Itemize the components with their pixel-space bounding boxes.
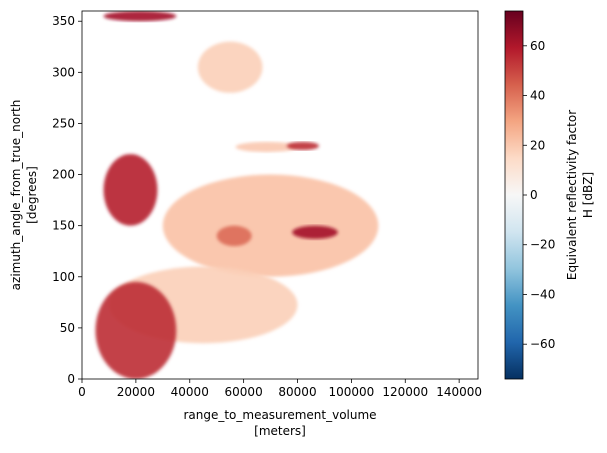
colorbar-label-line2: H [dBZ] [581,172,595,218]
y-tick-label: 0 [67,372,75,386]
x-tick-label: 0 [78,385,86,399]
x-axis: 0 20000 40000 60000 80000 100000 120000 140000 [78,379,482,399]
echo-region-7 [216,225,252,247]
x-tick-label: 100000 [328,385,374,399]
y-axis-label: azimuth_angle_from_true_north [9,100,23,291]
x-tick-label: 40000 [171,385,209,399]
echo-region-6 [162,174,379,277]
echo-region-10 [95,281,177,379]
y-tick-label: 200 [52,168,75,182]
colorbar-tick-label: −60 [530,337,555,351]
y-axis: 0 50 100 150 200 250 300 350 [52,14,82,386]
y-axis-unit: [degrees] [25,166,39,224]
colorbar-tick-label: −40 [530,287,555,301]
plot-frame [81,10,479,380]
colorbar-tick-label: −20 [530,238,555,252]
colorbar-axis: 60 40 20 0 −20 −40 −60 [523,39,555,351]
x-axis-unit: [meters] [254,424,306,438]
x-tick-label: 140000 [436,385,482,399]
echo-region-2 [197,41,263,93]
echo-region-1 [103,11,177,22]
reflectivity-field [95,11,379,379]
y-tick-label: 50 [60,321,75,335]
colorbar-label-line1: Equivalent reflectivity factor [565,110,579,280]
x-tick-label: 20000 [117,385,155,399]
y-tick-label: 350 [52,14,75,28]
x-tick-label: 80000 [278,385,316,399]
colorbar-tick-label: 0 [530,188,538,202]
echo-region-4 [286,141,320,151]
x-tick-label: 60000 [225,385,263,399]
echo-region-5 [103,154,158,226]
y-tick-label: 300 [52,65,75,79]
x-axis-label: range_to_measurement_volume [183,408,376,422]
echo-region-3 [235,141,298,153]
y-tick-label: 150 [52,219,75,233]
colorbar-tick-label: 20 [530,138,545,152]
colorbar-tick-label: 40 [530,89,545,103]
colorbar-tick-label: 60 [530,39,545,53]
y-tick-label: 250 [52,116,75,130]
echo-region-8 [292,225,338,239]
colorbar [504,10,524,380]
x-tick-label: 120000 [382,385,428,399]
y-tick-label: 100 [52,270,75,284]
